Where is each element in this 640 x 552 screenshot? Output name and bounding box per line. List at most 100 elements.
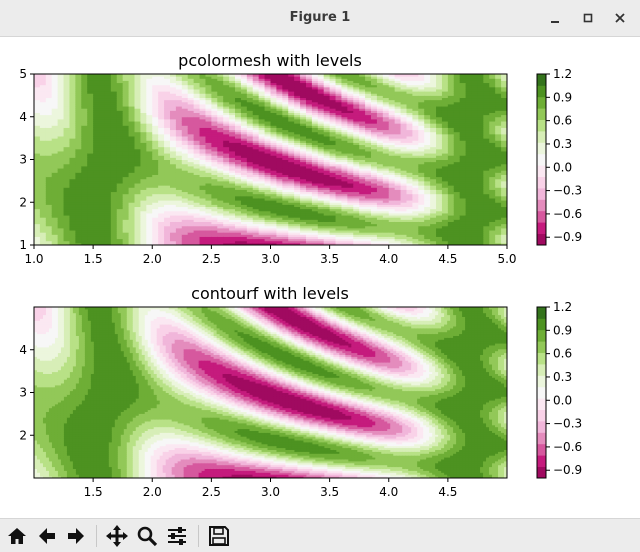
mesh-cell xyxy=(158,93,165,96)
mesh-cell xyxy=(45,204,53,208)
mesh-cell xyxy=(376,240,384,244)
mesh-cell xyxy=(294,140,301,143)
mesh-cell xyxy=(223,110,230,113)
mesh-cell xyxy=(282,200,289,203)
mesh-cell xyxy=(371,91,378,94)
mesh-cell xyxy=(294,202,301,205)
mesh-cell xyxy=(317,230,325,233)
mesh-cell xyxy=(34,153,41,156)
mesh-cell xyxy=(57,197,65,201)
mesh-cell xyxy=(39,157,47,160)
mesh-cell xyxy=(99,112,106,116)
mesh-cell xyxy=(235,135,242,139)
mesh-cell xyxy=(341,91,348,94)
minimize-button[interactable] xyxy=(543,6,567,30)
mesh-cell xyxy=(353,219,360,222)
mesh-cell xyxy=(122,86,130,90)
mesh-cell xyxy=(99,195,106,199)
mesh-cell xyxy=(264,238,271,242)
mesh-cell xyxy=(51,227,59,231)
mesh-cell xyxy=(75,242,82,245)
close-button[interactable] xyxy=(608,6,632,30)
mesh-cell xyxy=(164,212,171,216)
maximize-button[interactable] xyxy=(576,6,600,30)
mesh-cell xyxy=(246,123,254,126)
mesh-cell xyxy=(382,230,390,233)
mesh-cell xyxy=(158,202,165,205)
mesh-cell xyxy=(347,91,354,94)
mesh-cell xyxy=(235,86,242,90)
mesh-cell xyxy=(140,187,147,190)
mesh-cell xyxy=(211,204,218,208)
mesh-cell xyxy=(152,135,159,139)
mesh-cell xyxy=(347,176,354,180)
mesh-cell xyxy=(152,80,159,84)
mesh-cell xyxy=(240,93,248,96)
mesh-cell xyxy=(175,185,183,188)
mesh-cell xyxy=(81,234,88,237)
mesh-cell xyxy=(146,148,153,152)
mesh-cell xyxy=(193,108,201,111)
mesh-cell xyxy=(63,144,70,148)
mesh-cell xyxy=(51,74,59,77)
mesh-cell xyxy=(75,232,82,235)
mesh-cell xyxy=(211,180,218,184)
mesh-cell xyxy=(217,180,224,184)
mesh-cell xyxy=(75,78,82,81)
pcolormesh-area[interactable] xyxy=(34,74,508,246)
mesh-cell xyxy=(305,157,313,160)
mesh-cell xyxy=(252,219,260,222)
mesh-cell xyxy=(335,202,342,205)
mesh-cell xyxy=(164,123,171,126)
mesh-cell xyxy=(128,78,136,81)
mesh-cell xyxy=(99,217,106,220)
mesh-cell xyxy=(246,114,254,118)
mesh-cell xyxy=(39,76,47,79)
mesh-cell xyxy=(305,195,313,199)
mesh-cell xyxy=(300,103,307,107)
mesh-cell xyxy=(87,114,94,118)
mesh-cell xyxy=(81,200,88,203)
mesh-cell xyxy=(235,127,242,131)
mesh-cell xyxy=(347,168,354,171)
mesh-cell xyxy=(99,191,106,195)
mesh-cell xyxy=(51,99,59,103)
mesh-cell xyxy=(134,148,141,152)
mesh-cell xyxy=(81,215,88,218)
mesh-cell xyxy=(57,133,65,137)
mesh-cell xyxy=(199,185,206,188)
mesh-cell xyxy=(110,125,118,128)
mesh-cell xyxy=(317,200,325,203)
mesh-cell xyxy=(335,191,342,195)
mesh-cell xyxy=(270,150,277,154)
mesh-cell xyxy=(382,131,390,135)
mesh-cell xyxy=(240,172,248,175)
mesh-cell xyxy=(75,215,82,218)
mesh-cell xyxy=(75,238,82,242)
mesh-cell xyxy=(288,221,295,225)
mesh-cell xyxy=(193,144,201,148)
mesh-cell xyxy=(34,210,41,214)
mesh-cell xyxy=(264,144,271,148)
mesh-cell xyxy=(376,148,384,152)
mesh-cell xyxy=(110,99,118,103)
mesh-cell xyxy=(323,159,331,163)
mesh-cell xyxy=(371,78,378,81)
mesh-cell xyxy=(335,108,342,111)
mesh-cell xyxy=(323,131,331,135)
mesh-cell xyxy=(69,127,76,131)
mesh-cell xyxy=(270,183,277,186)
mesh-cell xyxy=(169,232,177,235)
mesh-cell xyxy=(341,221,348,225)
mesh-cell xyxy=(276,116,283,120)
mesh-cell xyxy=(223,123,230,126)
mesh-cell xyxy=(276,238,283,242)
mesh-cell xyxy=(81,88,88,92)
mesh-cell xyxy=(146,123,153,126)
mesh-cell xyxy=(187,123,195,126)
mesh-cell xyxy=(317,93,325,96)
mesh-cell xyxy=(382,191,390,195)
mesh-cell xyxy=(353,76,360,79)
mesh-cell xyxy=(110,176,118,180)
mesh-cell xyxy=(329,183,337,186)
